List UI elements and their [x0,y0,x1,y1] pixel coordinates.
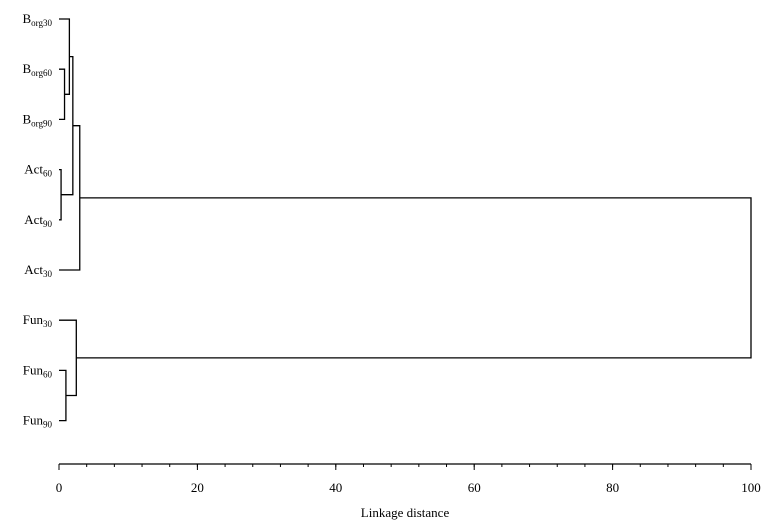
dendrogram-link [59,319,77,397]
leaf-label: Fun90 [23,413,53,430]
leaf-label: Fun30 [23,312,53,329]
dendrogram-link [59,369,67,422]
x-tick-label: 0 [56,480,63,495]
leaf-label: Borg30 [22,11,52,28]
dendrogram-link [59,125,81,271]
x-tick-label: 40 [329,480,342,495]
dendrogram-link [59,168,62,221]
leaf-label: Borg90 [22,111,52,128]
leaf-label: Act30 [24,262,52,279]
leaf-label: Act90 [24,212,52,229]
leaf-label: Fun60 [23,362,53,379]
leaf-label: Borg60 [22,61,52,78]
dendrogram-link [59,68,66,121]
dendrogram-links [59,18,752,422]
x-tick-label: 20 [191,480,204,495]
x-axis-title: Linkage distance [361,505,450,520]
dendrogram-link [76,197,752,359]
x-tick-label: 100 [741,480,761,495]
x-axis: 0 20 40 60 80 100 [56,463,761,495]
dendrogram-link [61,56,74,196]
x-tick-label: 60 [468,480,481,495]
x-tick-label: 80 [606,480,619,495]
leaf-labels: Borg30 Borg60 Borg90 Act60 Act90 Act30 Fun30 Fu… [22,11,52,430]
leaf-label: Act60 [24,162,52,179]
